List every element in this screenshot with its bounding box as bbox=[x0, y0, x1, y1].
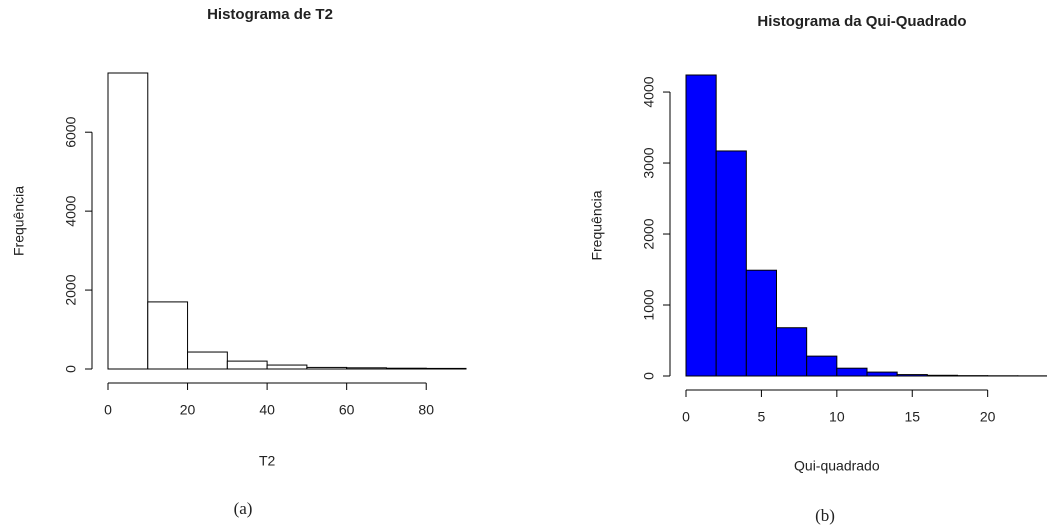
x-tick-label: 10 bbox=[829, 409, 845, 425]
bar bbox=[685, 74, 717, 377]
x-tick-label: 5 bbox=[758, 409, 766, 425]
x-tick-label: 0 bbox=[682, 409, 690, 425]
y-tick-label: 1000 bbox=[641, 289, 657, 320]
x-axis-label: Qui-quadrado bbox=[794, 458, 880, 474]
bar bbox=[926, 374, 958, 377]
bar bbox=[266, 364, 308, 370]
bar bbox=[147, 301, 189, 370]
bar bbox=[896, 374, 928, 377]
bar bbox=[866, 371, 898, 377]
y-tick-label: 2000 bbox=[641, 218, 657, 249]
x-tick-label: 80 bbox=[418, 402, 434, 418]
x-tick-label: 60 bbox=[339, 402, 355, 418]
bar bbox=[107, 72, 149, 370]
x-tick-label: 20 bbox=[180, 402, 196, 418]
bar bbox=[306, 366, 348, 370]
bar bbox=[745, 269, 777, 377]
chart-title: Histograma da Qui-Quadrado bbox=[757, 13, 966, 30]
y-tick-label: 2000 bbox=[63, 274, 79, 305]
bar bbox=[715, 150, 747, 377]
y-tick-label: 6000 bbox=[63, 116, 79, 147]
y-tick-label: 4000 bbox=[63, 195, 79, 226]
y-axis-label: Frequência bbox=[11, 186, 27, 256]
caption: (b) bbox=[815, 506, 835, 525]
chart-title: Histograma de T2 bbox=[207, 6, 333, 23]
x-tick-label: 15 bbox=[904, 409, 920, 425]
y-tick-label: 0 bbox=[63, 365, 79, 373]
y-tick-label: 4000 bbox=[641, 76, 657, 107]
x-tick-label: 40 bbox=[259, 402, 275, 418]
bar bbox=[806, 355, 838, 377]
bar bbox=[425, 367, 467, 370]
x-axis-label: T2 bbox=[259, 453, 276, 469]
bar bbox=[346, 367, 387, 370]
bar bbox=[776, 327, 808, 377]
y-tick-label: 3000 bbox=[641, 147, 657, 178]
x-tick-label: 20 bbox=[980, 409, 996, 425]
y-axis-label: Frequência bbox=[589, 190, 605, 260]
bar bbox=[385, 367, 427, 370]
y-tick-label: 0 bbox=[641, 372, 657, 380]
bar bbox=[836, 367, 868, 377]
x-tick-label: 0 bbox=[104, 402, 112, 418]
bar bbox=[187, 351, 228, 370]
caption: (a) bbox=[234, 499, 253, 518]
bar bbox=[226, 360, 268, 370]
